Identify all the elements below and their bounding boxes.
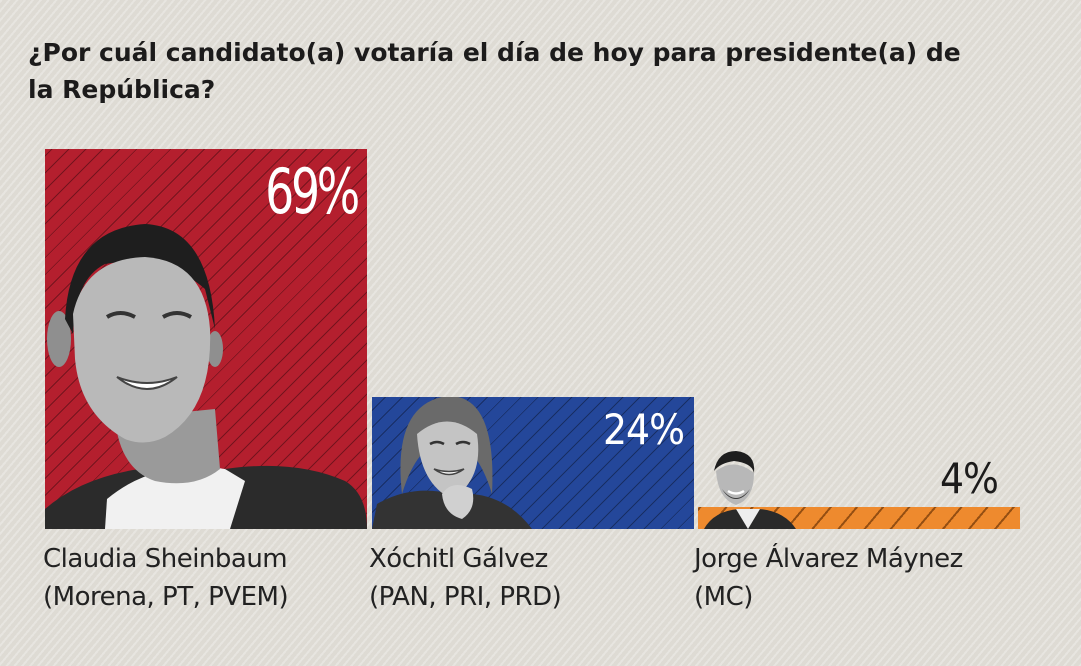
xochitl-galvez-photo	[372, 397, 532, 529]
category-label-galvez: Xóchitl Gálvez (PAN, PRI, PRD)	[369, 540, 562, 616]
value-label-sheinbaum: 69%	[265, 155, 360, 228]
candidate-parties: (PAN, PRI, PRD)	[369, 582, 562, 612]
candidate-parties: (MC)	[694, 582, 753, 612]
bar-galvez: 24%	[372, 397, 694, 529]
value-label-alvarez-maynez: 4%	[940, 454, 999, 503]
candidate-name: Xóchitl Gálvez	[369, 544, 548, 574]
jorge-alvarez-maynez-photo	[704, 451, 796, 529]
candidate-parties: (Morena, PT, PVEM)	[43, 582, 289, 612]
chart-title: ¿Por cuál candidato(a) votaría el día de…	[28, 38, 961, 104]
value-label-galvez: 24%	[603, 405, 685, 454]
claudia-sheinbaum-photo	[45, 224, 367, 529]
candidate-name: Claudia Sheinbaum	[43, 544, 288, 574]
bar-sheinbaum: 69%	[45, 149, 367, 529]
category-label-alvarez-maynez: Jorge Álvarez Máynez (MC)	[694, 540, 963, 616]
candidate-name: Jorge Álvarez Máynez	[694, 544, 963, 574]
category-label-sheinbaum: Claudia Sheinbaum (Morena, PT, PVEM)	[43, 540, 289, 616]
